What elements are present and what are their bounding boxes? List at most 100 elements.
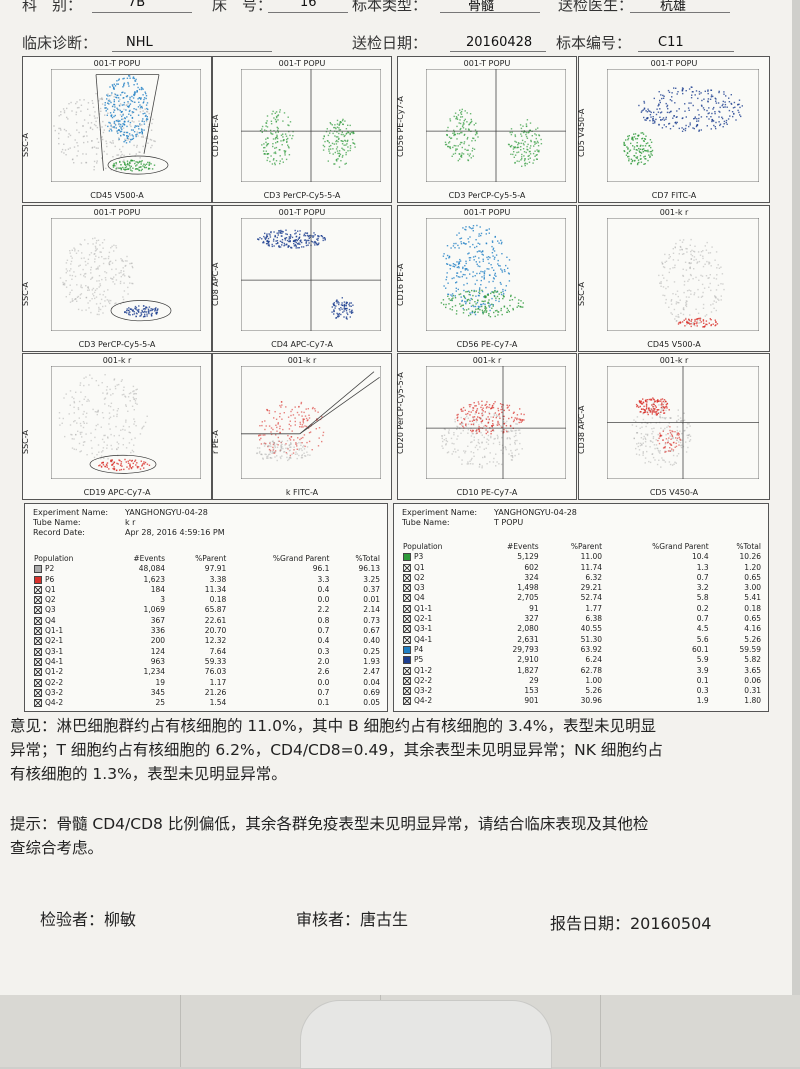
event-dot: [300, 411, 303, 413]
event-dot: [681, 89, 684, 92]
event-dot: [445, 278, 447, 281]
event-dot: [304, 415, 307, 417]
event-dot: [652, 441, 654, 443]
event-dot: [655, 414, 658, 416]
table-row: Q2-1 200 12.32 0.4 0.40: [31, 636, 383, 646]
event-dot: [519, 418, 522, 421]
event-dot: [147, 108, 149, 111]
event-dot: [141, 129, 143, 131]
event-dot: [470, 435, 473, 437]
event-dot: [261, 424, 263, 427]
event-dot: [646, 434, 649, 437]
value-cell: 3.65: [744, 665, 761, 675]
event-dot: [273, 444, 276, 446]
sample-no-label: 标本编号：: [556, 34, 632, 52]
event-dot: [128, 75, 131, 77]
event-dot: [69, 252, 71, 254]
event-dot: [90, 311, 92, 314]
event-dot: [133, 393, 135, 395]
event-dot: [126, 163, 129, 166]
event-dot: [138, 120, 140, 122]
event-dot: [113, 122, 115, 124]
event-dot: [478, 430, 481, 433]
event-dot: [121, 379, 123, 381]
event-dot: [516, 439, 518, 442]
event-dot: [486, 406, 488, 408]
event-dot: [644, 149, 646, 152]
event-dot: [68, 133, 70, 135]
event-dot: [120, 463, 122, 465]
event-dot: [451, 155, 453, 157]
plot-frame: [607, 69, 759, 182]
event-dot: [97, 141, 100, 143]
event-dot: [715, 102, 718, 104]
event-dot: [130, 165, 132, 168]
event-dot: [686, 323, 688, 326]
event-dot: [538, 149, 540, 152]
event-dot: [135, 425, 137, 427]
event-dot: [151, 122, 153, 125]
table-row: Q3 1,498 29.21 3.2 3.00: [400, 583, 764, 593]
event-dot: [482, 311, 484, 313]
event-dot: [334, 163, 336, 165]
event-dot: [146, 102, 149, 104]
event-dot: [670, 438, 672, 440]
event-dot: [478, 295, 480, 297]
event-dot: [75, 252, 78, 254]
event-dot: [491, 241, 494, 243]
event-dot: [662, 406, 664, 408]
event-dot: [471, 457, 473, 460]
event-dot: [471, 140, 473, 142]
event-dot: [316, 244, 319, 246]
event-dot: [338, 124, 340, 126]
event-dot: [78, 131, 80, 134]
value-cell: 1.93: [363, 656, 380, 666]
event-dot: [303, 234, 305, 237]
event-dot: [511, 430, 514, 432]
event-dot: [498, 441, 501, 443]
event-dot: [647, 150, 649, 153]
event-dot: [483, 311, 485, 313]
event-dot: [118, 272, 120, 274]
event-dot: [299, 243, 301, 245]
event-dot: [461, 300, 463, 302]
event-dot: [521, 153, 523, 156]
event-dot: [473, 439, 475, 441]
event-dot: [303, 434, 306, 436]
event-dot: [131, 282, 133, 285]
event-dot: [63, 143, 65, 145]
event-dot: [491, 297, 493, 300]
plot-xlabel: CD3 PerCP-Cy5-5-A: [78, 340, 156, 349]
event-dot: [676, 110, 678, 112]
event-dot: [497, 263, 499, 265]
event-dot: [664, 445, 666, 448]
event-dot: [677, 453, 680, 455]
event-dot: [733, 101, 736, 104]
event-dot: [690, 290, 692, 292]
population-cell: Q4: [31, 616, 106, 626]
event-dot: [258, 447, 261, 449]
event-dot: [118, 138, 120, 140]
event-dot: [685, 269, 688, 271]
event-dot: [112, 166, 115, 168]
event-dot: [635, 420, 637, 423]
event-dot: [638, 454, 641, 456]
event-dot: [267, 457, 269, 459]
quadrant-gate-icon: [34, 647, 42, 656]
event-dot: [97, 409, 99, 412]
event-dot: [71, 438, 73, 440]
flow-plot: 001-k r CD20 PerCP-Cy5-5-A CD10 PE-Cy7-A: [396, 353, 577, 500]
event-dot: [291, 247, 293, 249]
event-dot: [462, 410, 464, 412]
event-dot: [660, 111, 663, 113]
event-dot: [153, 140, 155, 142]
event-dot: [474, 446, 477, 449]
event-dot: [735, 119, 737, 121]
event-dot: [286, 140, 288, 143]
event-dot: [702, 257, 704, 260]
event-dot: [633, 419, 635, 421]
event-dot: [83, 135, 85, 137]
event-dot: [322, 149, 325, 151]
event-dot: [335, 305, 337, 307]
event-dot: [488, 305, 490, 307]
